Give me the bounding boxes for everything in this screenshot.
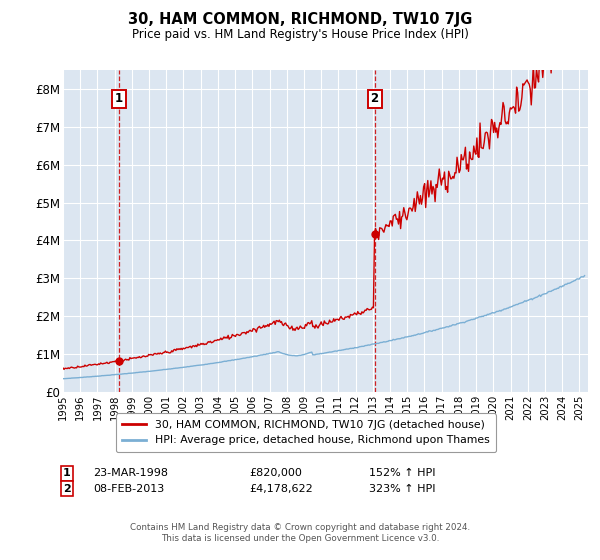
Text: 2: 2 — [63, 484, 71, 494]
Text: Contains HM Land Registry data © Crown copyright and database right 2024.
This d: Contains HM Land Registry data © Crown c… — [130, 524, 470, 543]
Text: £820,000: £820,000 — [249, 468, 302, 478]
Text: 1: 1 — [63, 468, 71, 478]
Text: 30, HAM COMMON, RICHMOND, TW10 7JG: 30, HAM COMMON, RICHMOND, TW10 7JG — [128, 12, 472, 27]
Text: Price paid vs. HM Land Registry's House Price Index (HPI): Price paid vs. HM Land Registry's House … — [131, 28, 469, 41]
Text: 1: 1 — [115, 92, 122, 105]
Text: 2: 2 — [370, 92, 379, 105]
Text: 08-FEB-2013: 08-FEB-2013 — [93, 484, 164, 494]
Text: £4,178,622: £4,178,622 — [249, 484, 313, 494]
Legend: 30, HAM COMMON, RICHMOND, TW10 7JG (detached house), HPI: Average price, detache: 30, HAM COMMON, RICHMOND, TW10 7JG (deta… — [116, 413, 496, 452]
Text: 323% ↑ HPI: 323% ↑ HPI — [369, 484, 436, 494]
Text: 152% ↑ HPI: 152% ↑ HPI — [369, 468, 436, 478]
Text: 23-MAR-1998: 23-MAR-1998 — [93, 468, 168, 478]
